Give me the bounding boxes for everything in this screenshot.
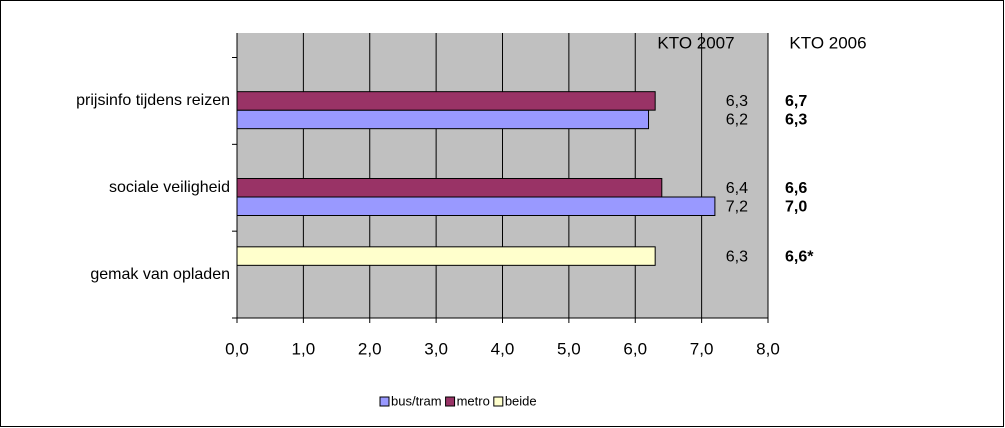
previous-label: 6,6 bbox=[785, 180, 807, 197]
y-tick-label: prijsinfo tijdens reizen bbox=[76, 91, 230, 109]
legend-label: bus/tram bbox=[391, 393, 442, 408]
data-label: 6,3 bbox=[726, 93, 748, 110]
bar bbox=[236, 178, 663, 198]
legend-swatch bbox=[493, 396, 504, 407]
x-tick-label: 1,0 bbox=[292, 339, 316, 358]
data-label: 7,2 bbox=[726, 198, 748, 215]
x-tick-label: 8,0 bbox=[756, 339, 780, 358]
data-label: 6,4 bbox=[726, 180, 748, 197]
x-tick-label: 4,0 bbox=[491, 339, 515, 358]
category-label-box: sociale veiligheid bbox=[109, 178, 230, 196]
x-tick-label: 7,0 bbox=[690, 339, 714, 358]
x-tick-label: 0,0 bbox=[225, 339, 249, 358]
data-label: 6,3 bbox=[726, 248, 748, 265]
legend-label: beide bbox=[505, 393, 537, 408]
x-tick-label: 2,0 bbox=[358, 339, 382, 358]
y-tick-label: sociale veiligheid bbox=[109, 178, 230, 196]
legend-swatch bbox=[379, 396, 390, 407]
column-header: KTO 2007 bbox=[657, 33, 734, 52]
bar bbox=[236, 91, 656, 111]
x-tick-label: 3,0 bbox=[424, 339, 448, 358]
x-tick-label: 5,0 bbox=[557, 339, 581, 358]
previous-label: 6,3 bbox=[785, 112, 807, 129]
y-tick-label: gemak van opladen bbox=[90, 265, 230, 283]
category-label-box: prijsinfo tijdens reizen bbox=[76, 91, 230, 109]
previous-label: 6,6* bbox=[785, 248, 814, 265]
bar bbox=[236, 109, 650, 130]
bar bbox=[236, 246, 656, 266]
data-label: 6,2 bbox=[726, 112, 748, 129]
bar bbox=[236, 196, 716, 216]
previous-label: 6,7 bbox=[785, 93, 807, 110]
x-tick-label: 6,0 bbox=[623, 339, 647, 358]
previous-label: 7,0 bbox=[785, 198, 807, 215]
column-header: KTO 2006 bbox=[789, 33, 866, 52]
legend-swatch bbox=[445, 396, 456, 407]
legend-label: metro bbox=[457, 393, 490, 408]
category-label-box: gemak van opladen bbox=[90, 265, 230, 283]
